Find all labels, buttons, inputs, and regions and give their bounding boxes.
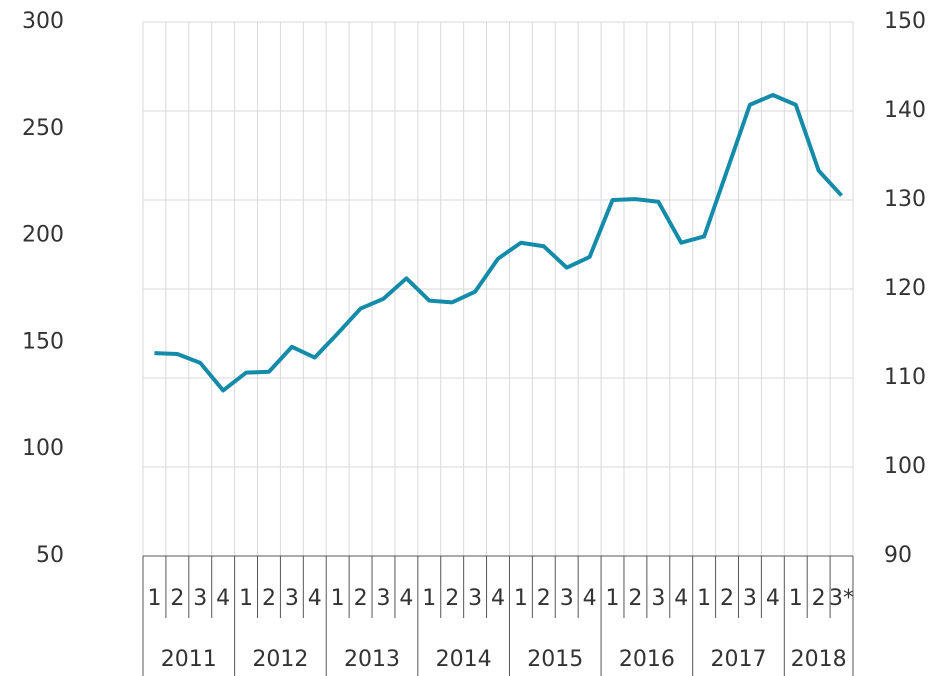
y2-tick-label: 120 — [884, 276, 926, 301]
x-tick-label: 2 — [170, 586, 184, 611]
x-group-label: 2012 — [252, 647, 308, 672]
y-tick-label: 200 — [22, 223, 64, 248]
x-tick-label: 1 — [331, 586, 345, 611]
y-tick-label: 300 — [22, 9, 64, 34]
y-tick-label: 100 — [22, 436, 64, 461]
x-tick-label: 4 — [399, 586, 413, 611]
x-group-label: 2016 — [619, 647, 675, 672]
x-tick-label: 1 — [239, 586, 253, 611]
x-tick-label: 4 — [491, 586, 505, 611]
line — [154, 92, 844, 393]
x-group-label: 2017 — [710, 647, 766, 672]
x-tick-label: 2 — [262, 586, 276, 611]
x-tick-label: 4 — [766, 586, 780, 611]
x-tick-label: 3 — [468, 586, 482, 611]
x-tick-label: 4 — [674, 586, 688, 611]
x-group-label: 2014 — [436, 647, 492, 672]
x-tick-label: 3 — [376, 586, 390, 611]
x-tick-label: 1 — [697, 586, 711, 611]
x-tick-label: 2 — [354, 586, 368, 611]
x-tick-label: 1 — [514, 586, 528, 611]
x-tick-label: 3* — [829, 586, 854, 611]
y2-tick-label: 140 — [884, 98, 926, 123]
y2-tick-label: 130 — [884, 187, 926, 212]
x-tick-label: 2 — [628, 586, 642, 611]
x-group-label: 2013 — [344, 647, 400, 672]
y-tick-label: 150 — [22, 329, 64, 354]
y2-tick-label: 150 — [884, 9, 926, 34]
x-tick-label: 4 — [308, 586, 322, 611]
x-tick-label: 4 — [583, 586, 597, 611]
x-tick-label: 1 — [422, 586, 436, 611]
x-tick-label: 2 — [537, 586, 551, 611]
x-tick-label: 1 — [147, 586, 161, 611]
x-tick-label: 2 — [445, 586, 459, 611]
y2-tick-label: 110 — [884, 365, 926, 390]
x-tick-label: 2 — [720, 586, 734, 611]
x-tick-label: 3 — [193, 586, 207, 611]
x-tick-label: 1 — [789, 586, 803, 611]
x-tick-label: 4 — [216, 586, 230, 611]
x-tick-label: 1 — [606, 586, 620, 611]
x-tick-label: 3 — [560, 586, 574, 611]
x-group-label: 2011 — [161, 647, 217, 672]
y-tick-label: 250 — [22, 116, 64, 141]
x-group-label: 2018 — [791, 647, 847, 672]
x-tick-label: 2 — [812, 586, 826, 611]
x-tick-label: 3 — [651, 586, 665, 611]
x-tick-label: 3 — [285, 586, 299, 611]
x-tick-label: 3 — [743, 586, 757, 611]
y-tick-label: 50 — [36, 543, 64, 568]
y2-tick-label: 90 — [884, 543, 912, 568]
x-group-label: 2015 — [527, 647, 583, 672]
y2-tick-label: 100 — [884, 454, 926, 479]
